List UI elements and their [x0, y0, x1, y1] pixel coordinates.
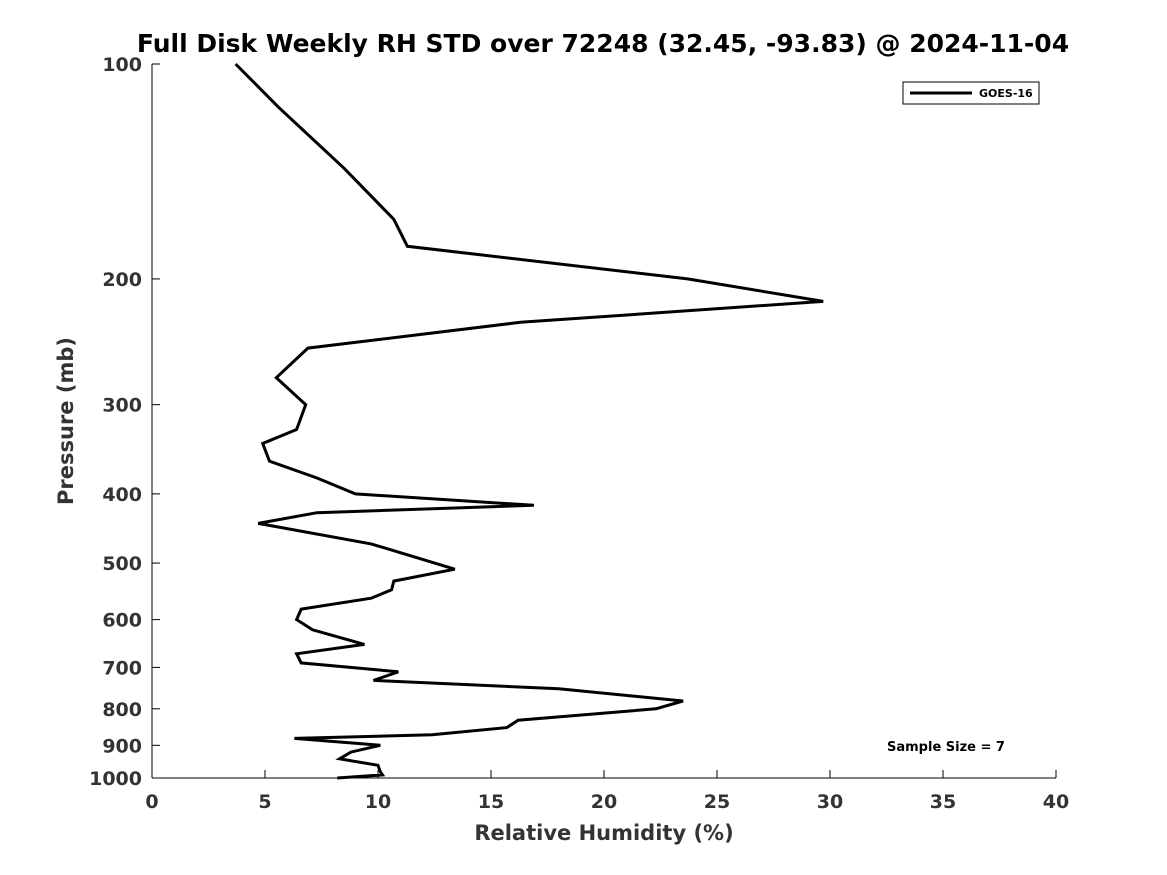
y-tick-label-500: 500 — [102, 553, 142, 575]
x-tick-label-10: 10 — [365, 791, 391, 813]
y-axis-label: Pressure (mb) — [54, 337, 78, 505]
x-tick-label-30: 30 — [817, 791, 843, 813]
legend: GOES-16 — [902, 81, 1040, 105]
y-tick-label-300: 300 — [102, 395, 142, 417]
y-tick-label-700: 700 — [102, 657, 142, 679]
chart-title: Full Disk Weekly RH STD over 72248 (32.4… — [137, 29, 1069, 58]
x-tick-label-25: 25 — [704, 791, 730, 813]
x-tick-label-5: 5 — [258, 791, 271, 813]
x-tick-label-35: 35 — [930, 791, 956, 813]
x-ticks-group: 0 5 10 15 20 25 30 35 40 — [145, 770, 1069, 813]
series-line-goes-16 — [234, 62, 824, 780]
y-tick-label-100: 100 — [102, 54, 142, 76]
axes-group — [151, 64, 1056, 779]
y-tick-label-900: 900 — [102, 735, 142, 757]
sample-size-annotation: Sample Size = 7 — [887, 740, 1005, 755]
y-ticks-group: 100 200 300 400 500 600 700 800 900 1000 — [89, 54, 160, 790]
y-tick-label-1000: 1000 — [89, 768, 142, 790]
y-tick-label-200: 200 — [102, 269, 142, 291]
legend-label-goes-16: GOES-16 — [979, 87, 1033, 100]
x-tick-label-40: 40 — [1043, 791, 1069, 813]
x-tick-label-0: 0 — [145, 791, 158, 813]
series-group — [234, 62, 824, 780]
y-tick-label-800: 800 — [102, 699, 142, 721]
x-tick-label-15: 15 — [478, 791, 504, 813]
plot-area-frame — [152, 64, 1056, 778]
y-tick-label-600: 600 — [102, 610, 142, 632]
x-tick-label-20: 20 — [591, 791, 617, 813]
y-tick-label-400: 400 — [102, 484, 142, 506]
x-axis-label: Relative Humidity (%) — [474, 821, 733, 845]
